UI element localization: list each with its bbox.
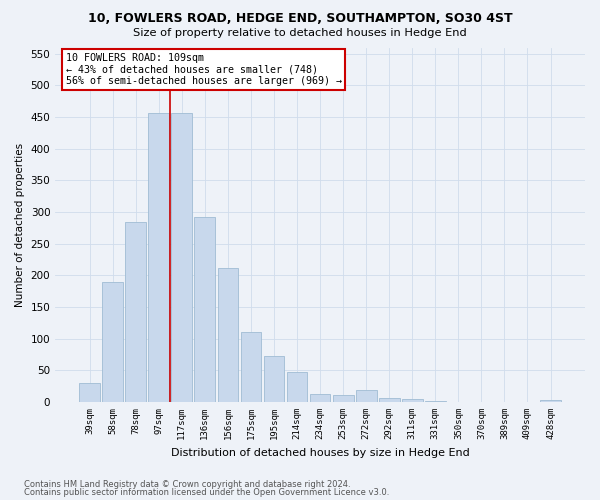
- Bar: [172, 112, 192, 402]
- Bar: [79, 383, 100, 402]
- Bar: [287, 372, 307, 402]
- Bar: [241, 332, 262, 402]
- Bar: [218, 268, 238, 402]
- Text: Contains public sector information licensed under the Open Government Licence v3: Contains public sector information licen…: [24, 488, 389, 497]
- Y-axis label: Number of detached properties: Number of detached properties: [15, 142, 25, 307]
- Text: Size of property relative to detached houses in Hedge End: Size of property relative to detached ho…: [133, 28, 467, 38]
- Bar: [310, 394, 331, 402]
- Text: 10 FOWLERS ROAD: 109sqm
← 43% of detached houses are smaller (748)
56% of semi-d: 10 FOWLERS ROAD: 109sqm ← 43% of detache…: [66, 53, 342, 86]
- Bar: [148, 112, 169, 402]
- Bar: [540, 400, 561, 402]
- Bar: [333, 395, 353, 402]
- Bar: [356, 390, 377, 402]
- Bar: [125, 222, 146, 402]
- Bar: [263, 356, 284, 402]
- Text: 10, FOWLERS ROAD, HEDGE END, SOUTHAMPTON, SO30 4ST: 10, FOWLERS ROAD, HEDGE END, SOUTHAMPTON…: [88, 12, 512, 26]
- Bar: [194, 217, 215, 402]
- Bar: [102, 282, 123, 402]
- Bar: [425, 401, 446, 402]
- Bar: [402, 399, 422, 402]
- Text: Contains HM Land Registry data © Crown copyright and database right 2024.: Contains HM Land Registry data © Crown c…: [24, 480, 350, 489]
- Bar: [379, 398, 400, 402]
- X-axis label: Distribution of detached houses by size in Hedge End: Distribution of detached houses by size …: [171, 448, 469, 458]
